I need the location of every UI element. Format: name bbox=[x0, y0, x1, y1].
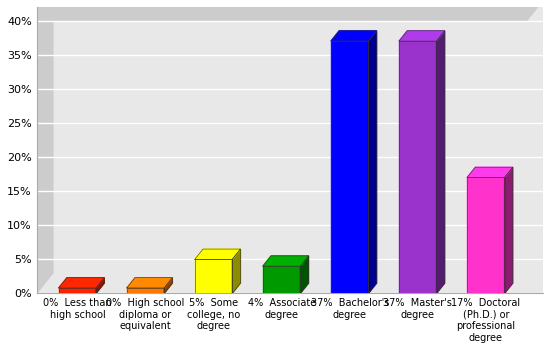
Polygon shape bbox=[467, 167, 513, 177]
Polygon shape bbox=[300, 256, 309, 293]
Polygon shape bbox=[36, 7, 53, 293]
Polygon shape bbox=[263, 256, 309, 266]
Polygon shape bbox=[96, 278, 104, 293]
Polygon shape bbox=[232, 249, 240, 293]
Polygon shape bbox=[399, 31, 445, 41]
Polygon shape bbox=[195, 249, 240, 259]
Bar bbox=[263, 266, 300, 293]
Bar bbox=[126, 288, 164, 293]
Polygon shape bbox=[437, 31, 445, 293]
Bar bbox=[399, 41, 437, 293]
Polygon shape bbox=[368, 31, 377, 293]
Bar bbox=[59, 288, 96, 293]
Polygon shape bbox=[164, 278, 172, 293]
Polygon shape bbox=[36, 0, 543, 21]
Polygon shape bbox=[504, 167, 513, 293]
Bar bbox=[467, 177, 504, 293]
Polygon shape bbox=[331, 31, 377, 41]
Bar bbox=[195, 259, 232, 293]
Polygon shape bbox=[126, 278, 172, 288]
Polygon shape bbox=[59, 278, 104, 288]
Bar bbox=[331, 41, 368, 293]
